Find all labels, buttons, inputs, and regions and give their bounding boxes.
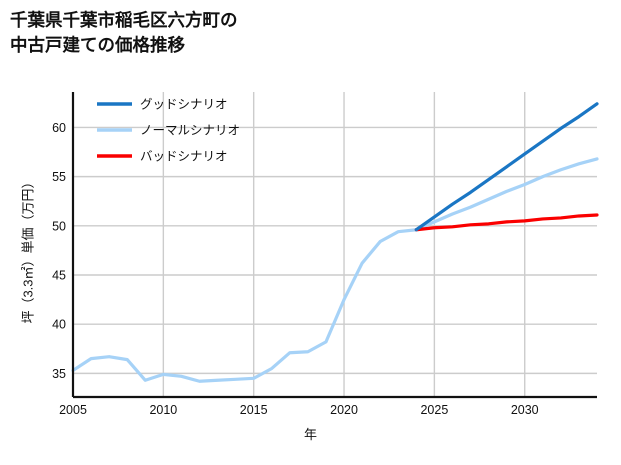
legend-label: グッドシナリオ <box>140 98 228 112</box>
series-line <box>414 102 599 232</box>
x-tick-label: 2030 <box>511 403 539 417</box>
legend-label: バッドシナリオ <box>140 150 228 164</box>
y-tick-label: 60 <box>52 121 66 135</box>
chart-title: 千葉県千葉市稲毛区六方町の 中古戸建ての価格推移 <box>10 10 238 56</box>
y-axis-title: 坪（3.3㎡）単価（万円） <box>20 175 36 324</box>
x-tick-label: 2015 <box>240 403 268 417</box>
data-series <box>71 102 599 383</box>
x-tick-label: 2010 <box>149 403 177 417</box>
series-line <box>414 213 599 232</box>
y-tick-label: 40 <box>52 318 66 332</box>
x-tick-label: 2025 <box>420 403 448 417</box>
y-tick-label: 45 <box>52 269 66 283</box>
y-tick-labels: 35 40 45 50 55 60 <box>52 121 66 381</box>
y-tick-label: 55 <box>52 170 66 184</box>
x-tick-label: 2020 <box>330 403 358 417</box>
x-tick-label: 2005 <box>59 403 87 417</box>
legend-label: ノーマルシナリオ <box>140 124 240 138</box>
y-tick-label: 35 <box>52 367 66 381</box>
y-tick-label: 50 <box>52 219 66 233</box>
gridlines <box>73 92 597 397</box>
axis-lines <box>71 92 597 399</box>
x-axis-title: 年 <box>303 427 317 442</box>
x-tick-labels: 2005 2010 2015 2020 2025 2030 <box>59 403 539 417</box>
series-line <box>71 157 599 383</box>
